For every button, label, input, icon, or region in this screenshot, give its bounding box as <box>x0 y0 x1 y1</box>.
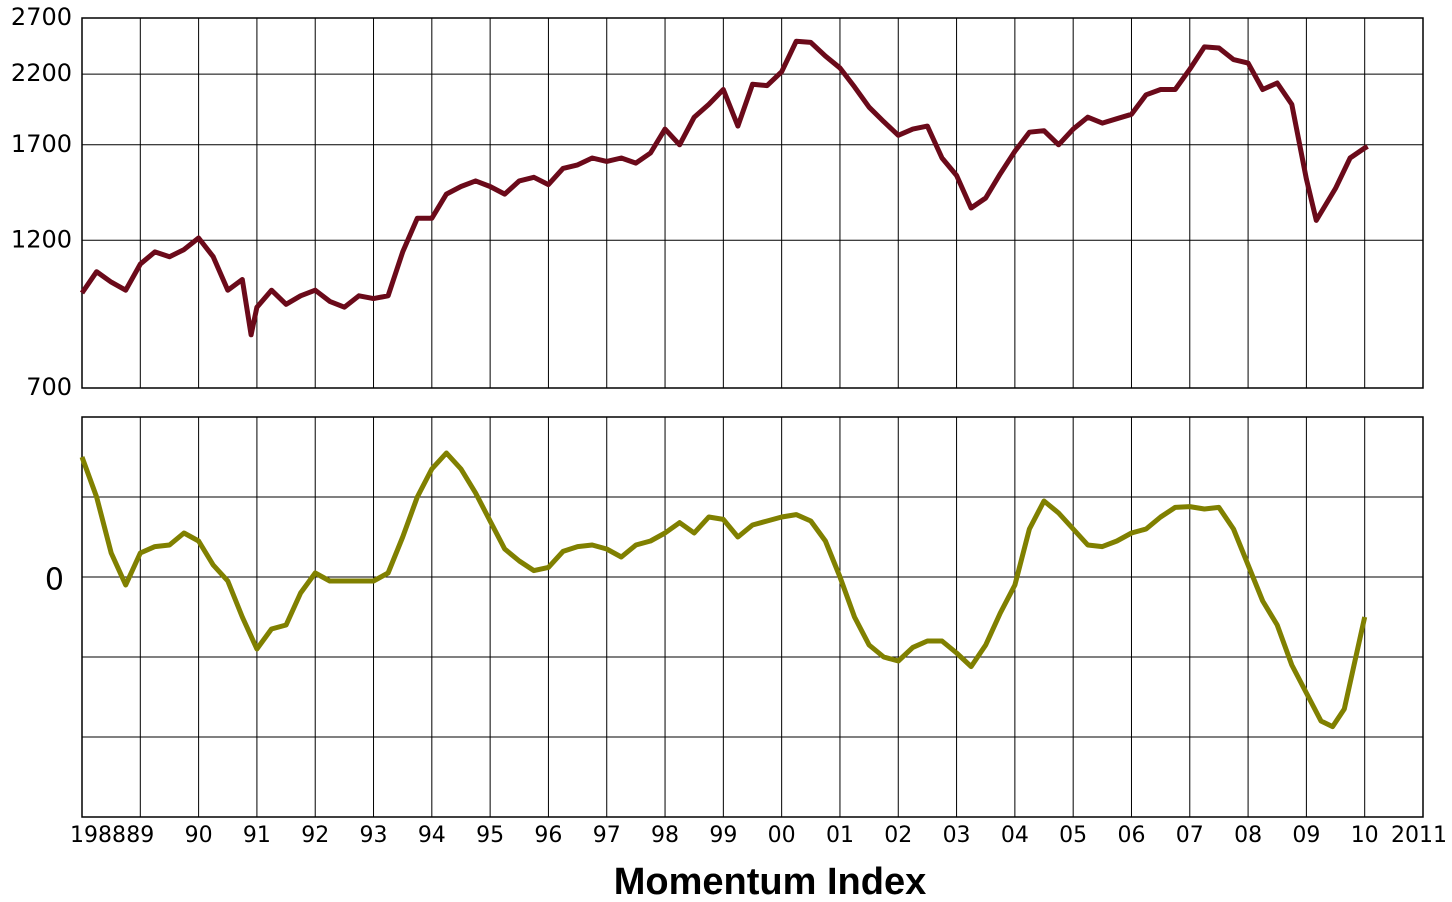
x-tick-label: 1988 <box>70 823 126 848</box>
x-tick-label: 00 <box>768 823 796 848</box>
y-tick-label: 2200 <box>11 59 72 87</box>
x-tick-label: 07 <box>1176 823 1204 848</box>
x-tick-label: 91 <box>243 823 271 848</box>
x-tick-label: 97 <box>593 823 621 848</box>
x-tick-label: 01 <box>826 823 854 848</box>
data-line <box>79 38 1369 338</box>
x-tick-label: 10 <box>1351 823 1379 848</box>
plot-frame <box>81 17 1424 389</box>
x-tick-label: 96 <box>534 823 562 848</box>
x-tick-label: 02 <box>884 823 912 848</box>
y-tick-label: 2700 <box>11 3 72 31</box>
y-tick-label: 1200 <box>11 225 72 253</box>
x-tick-label: 09 <box>1292 823 1320 848</box>
x-tick-label: 06 <box>1117 823 1145 848</box>
x-tick-label: 05 <box>1059 823 1087 848</box>
x-tick-label: 99 <box>709 823 737 848</box>
y-tick-label: 700 <box>26 373 72 401</box>
x-tick-label: 90 <box>185 823 213 848</box>
x-tick-label: 94 <box>418 823 446 848</box>
x-tick-label: 98 <box>651 823 679 848</box>
x-tick-label: 95 <box>476 823 504 848</box>
chart-title: Momentum Index <box>614 861 926 902</box>
x-tick-label: 03 <box>943 823 971 848</box>
data-line <box>79 450 1368 730</box>
x-tick-label: 2011 <box>1391 823 1447 848</box>
plot-frame <box>81 416 1424 818</box>
x-tick-label: 93 <box>360 823 388 848</box>
x-tick-label: 04 <box>1001 823 1029 848</box>
y-tick-label: 0 <box>45 563 64 598</box>
x-tick-label: 89 <box>126 823 154 848</box>
x-tick-label: 08 <box>1234 823 1262 848</box>
x-tick-label: 92 <box>301 823 329 848</box>
y-tick-label: 1700 <box>11 130 72 158</box>
